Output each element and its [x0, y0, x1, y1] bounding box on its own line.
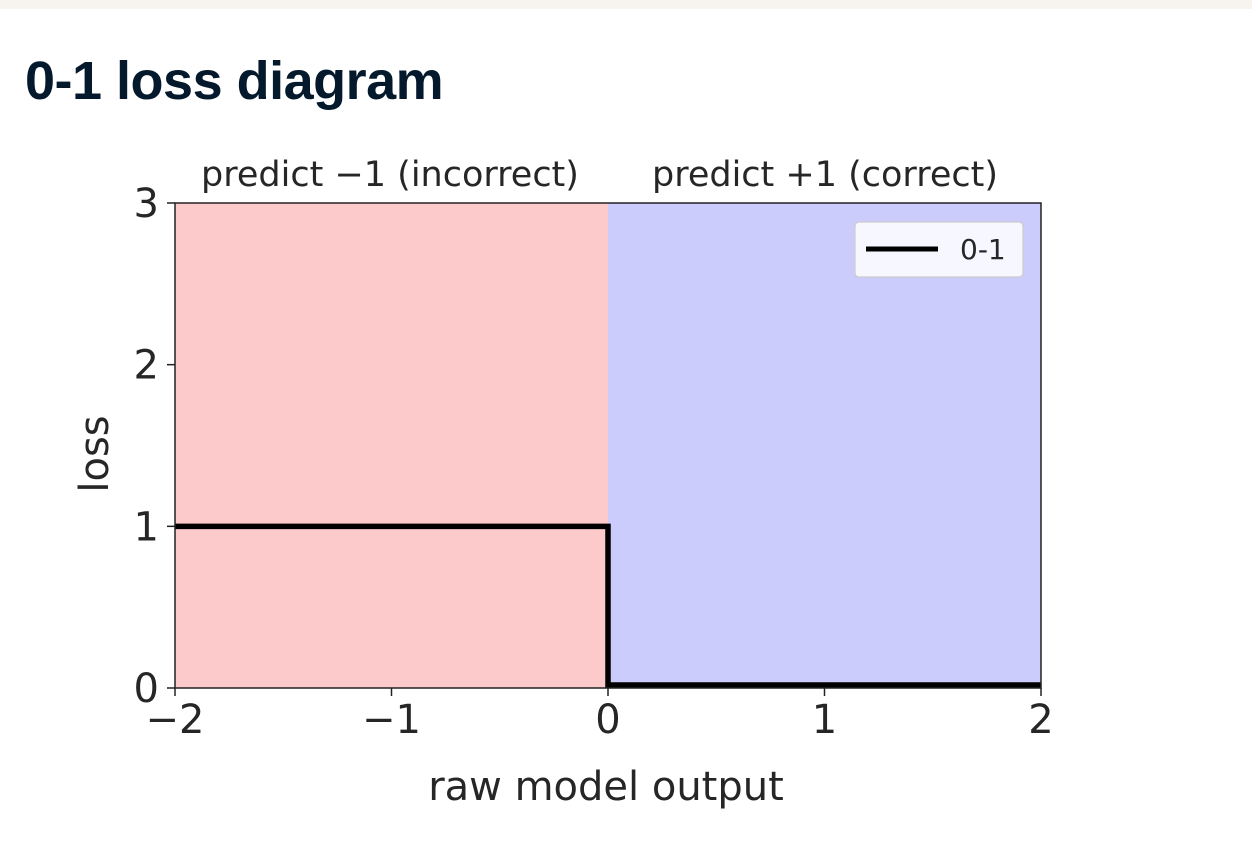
- x-tick-label: −1: [362, 697, 421, 743]
- x-tick-label: 1: [812, 697, 837, 743]
- regions-layer: [175, 203, 1041, 688]
- legend: 0-1: [854, 221, 1024, 278]
- page-title: 0-1 loss diagram: [25, 51, 444, 111]
- y-tick-label: 1: [134, 504, 159, 550]
- series-layer: [175, 523, 1041, 688]
- region-1: [608, 203, 1041, 688]
- y-tick-label: 3: [134, 181, 159, 227]
- y-axis-label: loss: [72, 415, 118, 492]
- ticks-layer: −2 −1 0 1 2 0 1 2 3: [134, 181, 1054, 743]
- x-tick-label: 2: [1028, 697, 1053, 743]
- x-tick-label: −2: [146, 697, 205, 743]
- x-axis-label: raw model output: [428, 764, 784, 810]
- legend-label: 0-1: [960, 233, 1006, 266]
- region-label-correct: predict +1 (correct): [652, 155, 998, 195]
- top-strip: [0, 0, 1252, 9]
- region-label-incorrect: predict −1 (incorrect): [201, 155, 579, 195]
- legend-box: [854, 221, 1024, 278]
- x-tick-label: 0: [595, 697, 620, 743]
- region-0: [175, 203, 608, 688]
- series-line-0: [175, 523, 1041, 688]
- y-tick-label: 2: [134, 343, 159, 389]
- y-tick-label: 0: [134, 666, 159, 712]
